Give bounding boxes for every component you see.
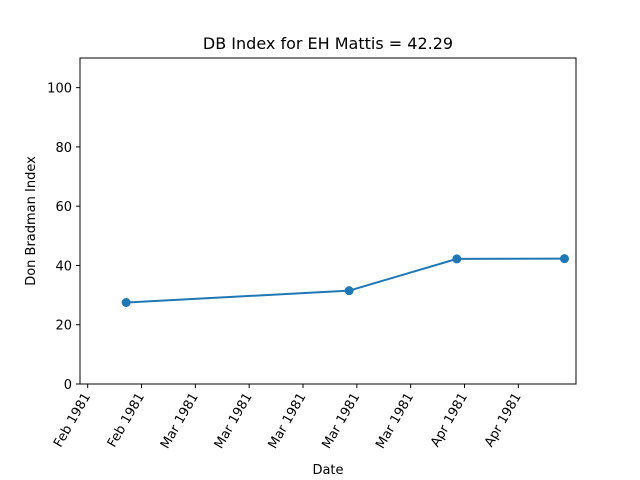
y-tick-label-3: 60 — [55, 200, 72, 215]
y-tick-label-1: 20 — [55, 319, 72, 334]
y-tick-label-5: 100 — [47, 82, 72, 97]
y-tick-label-0: 0 — [64, 378, 72, 393]
series-line-0 — [126, 257, 565, 304]
data-point-3 — [559, 254, 569, 264]
data-point-2 — [452, 254, 462, 264]
y-axis-label: Don Bradman Index — [24, 156, 39, 286]
data-point-0 — [121, 298, 131, 307]
y-tick-label-4: 80 — [55, 141, 72, 156]
x-axis-label: Date — [312, 463, 343, 478]
data-point-1 — [344, 286, 354, 296]
chart-title: DB Index for EH Mattis = 42.29 — [203, 34, 453, 53]
plot-frame — [79, 57, 577, 385]
y-tick-label-2: 40 — [55, 259, 72, 274]
